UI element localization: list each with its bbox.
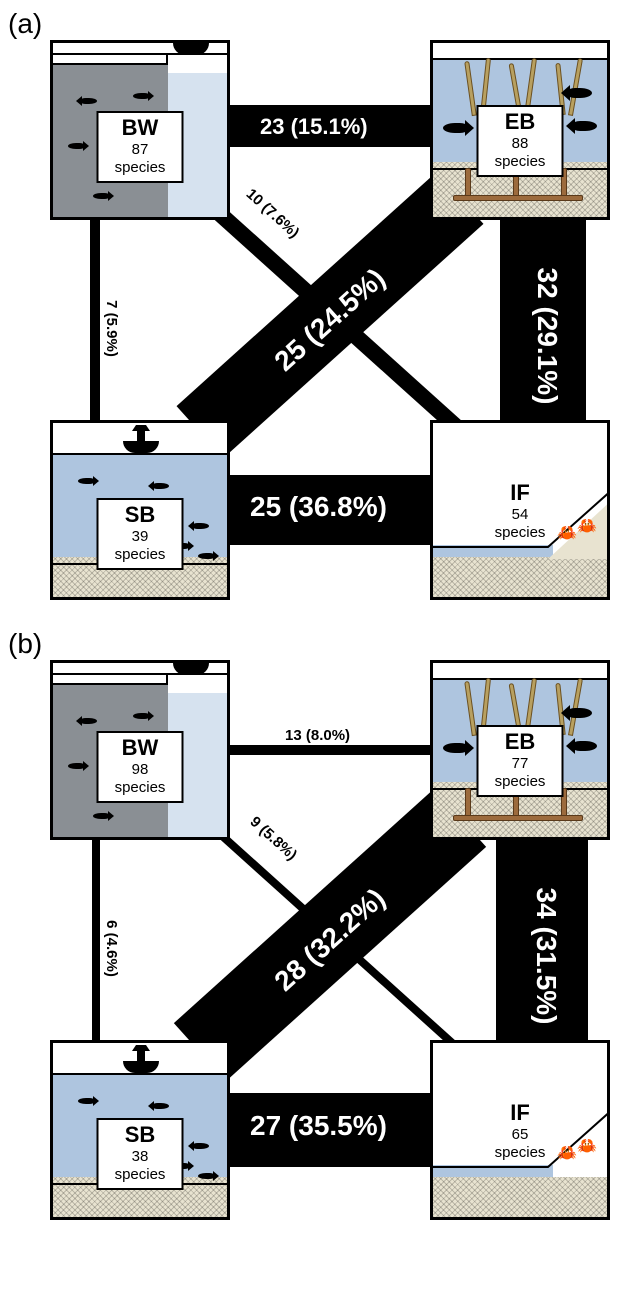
- habitat-eb-a: EB 88 species: [430, 40, 610, 220]
- if-code-a: IF: [485, 482, 556, 504]
- habitat-bw-b: BW 98 species: [50, 660, 230, 840]
- fish-icon: [443, 123, 467, 133]
- habitat-if-a: 🦀 🦀 IF 54 species: [430, 420, 610, 600]
- eb-code-a: EB: [487, 111, 554, 133]
- eb-code-b: EB: [487, 731, 554, 753]
- sb-species-a: 39 species: [107, 528, 174, 564]
- conn-bw-eb-label-b: 13 (8.0%): [285, 727, 350, 744]
- if-code-b: IF: [485, 1102, 556, 1124]
- habitat-eb-b: EB 77 species: [430, 660, 610, 840]
- habitat-if-b: 🦀 🦀 IF 65 species: [430, 1040, 610, 1220]
- sb-code-a: SB: [107, 504, 174, 526]
- conn-eb-if-label-a: 32 (29.1%): [531, 268, 563, 405]
- conn-bw-eb-label-a: 23 (15.1%): [260, 114, 368, 140]
- conn-bw-eb-b: [230, 745, 430, 755]
- bw-code-b: BW: [107, 737, 174, 759]
- bw-species-b: 98 species: [107, 761, 174, 797]
- boat-icon: [123, 441, 159, 453]
- conn-sb-if-label-b: 27 (35.5%): [250, 1110, 387, 1142]
- panel-label-a: (a): [8, 8, 42, 40]
- diagram-a: 23 (15.1%) 32 (29.1%) 25 (36.8%) 7 (5.9%…: [50, 40, 610, 600]
- sb-code-b: SB: [107, 1124, 174, 1146]
- conn-bw-sb-label-a: 7 (5.9%): [103, 300, 120, 357]
- bw-code-a: BW: [107, 117, 174, 139]
- panel-b: (b) 13 (8.0%) 34 (31.5%) 27 (35.5%) 6 (4…: [0, 620, 624, 1240]
- habitat-sb-b: SB 38 species: [50, 1040, 230, 1220]
- conn-sb-if-label-a: 25 (36.8%): [250, 491, 387, 523]
- if-species-a: 54 species: [485, 506, 556, 542]
- eb-species-b: 77 species: [487, 755, 554, 791]
- panel-label-b: (b): [8, 628, 42, 660]
- habitat-sb-a: SB 39 species: [50, 420, 230, 600]
- habitat-bw-a: BW 87 species: [50, 40, 230, 220]
- panel-a: (a) 23 (15.1%) 32 (29.1%) 25 (36.8%) 7 (…: [0, 0, 624, 620]
- conn-bw-sb-b: [92, 840, 100, 1040]
- if-species-b: 65 species: [485, 1126, 556, 1162]
- bw-species-a: 87 species: [107, 141, 174, 177]
- crab-icon: 🦀: [577, 519, 597, 535]
- conn-bw-if-label-b: 9 (5.8%): [247, 813, 301, 864]
- conn-bw-sb-label-b: 6 (4.6%): [103, 920, 120, 977]
- diagram-b: 13 (8.0%) 34 (31.5%) 27 (35.5%) 6 (4.6%)…: [50, 660, 610, 1220]
- conn-eb-if-label-b: 34 (31.5%): [530, 888, 562, 1025]
- eb-species-a: 88 species: [487, 135, 554, 171]
- sb-species-b: 38 species: [107, 1148, 174, 1184]
- conn-bw-sb-a: [90, 220, 100, 420]
